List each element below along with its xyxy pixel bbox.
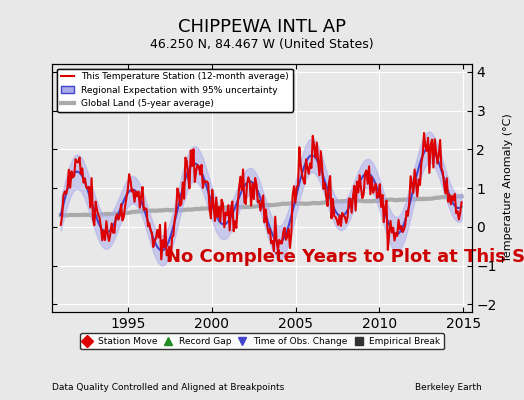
- Text: No Complete Years to Plot at This Station: No Complete Years to Plot at This Statio…: [166, 248, 524, 266]
- Legend: This Temperature Station (12-month average), Regional Expectation with 95% uncer: This Temperature Station (12-month avera…: [57, 68, 292, 112]
- Text: Data Quality Controlled and Aligned at Breakpoints: Data Quality Controlled and Aligned at B…: [52, 383, 285, 392]
- Text: Berkeley Earth: Berkeley Earth: [416, 383, 482, 392]
- Text: CHIPPEWA INTL AP: CHIPPEWA INTL AP: [178, 18, 346, 36]
- Legend: Station Move, Record Gap, Time of Obs. Change, Empirical Break: Station Move, Record Gap, Time of Obs. C…: [80, 333, 444, 350]
- Y-axis label: Temperature Anomaly (°C): Temperature Anomaly (°C): [503, 114, 512, 262]
- Text: 46.250 N, 84.467 W (United States): 46.250 N, 84.467 W (United States): [150, 38, 374, 51]
